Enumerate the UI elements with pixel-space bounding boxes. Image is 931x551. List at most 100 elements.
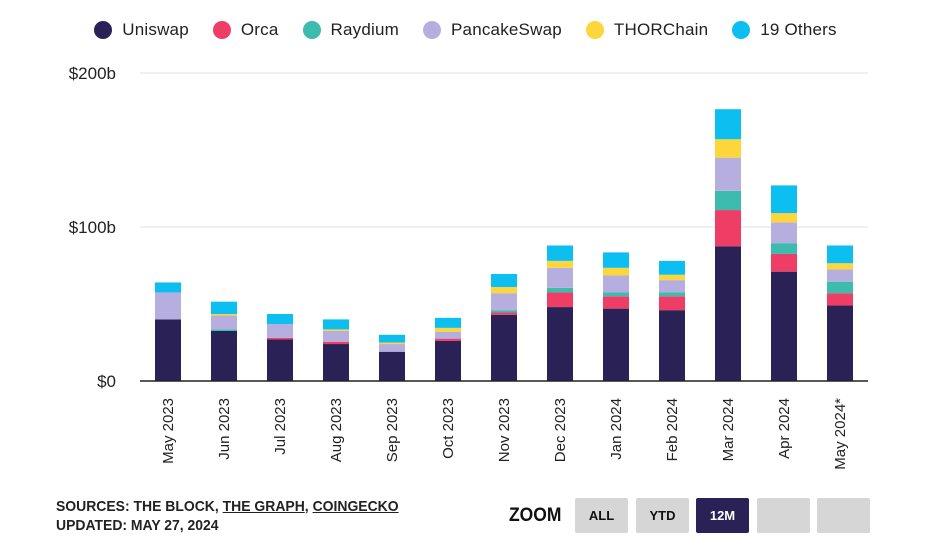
legend-label: Orca [240,20,279,39]
bar-segment-19-others[interactable] [211,301,237,315]
bar-segment-uniswap[interactable] [435,340,461,381]
sources-text: SOURCES: THE BLOCK, [56,498,223,515]
bar-segment-uniswap[interactable] [547,307,573,381]
bar-segment-pancakeswap[interactable] [211,315,237,330]
bar-segment-thorchain[interactable] [603,267,629,276]
legend-label: Uniswap [122,20,189,39]
bar-segment-raydium[interactable] [659,292,685,297]
bar-segment-pancakeswap[interactable] [547,267,573,288]
bar-segment-19-others[interactable] [771,185,797,214]
bar-segment-thorchain[interactable] [547,260,573,268]
bar-segment-19-others[interactable] [603,252,629,268]
bar-segment-19-others[interactable] [547,245,573,261]
bar-segment-orca[interactable] [715,210,741,247]
legend-label: PancakeSwap [451,20,562,39]
x-tick-label: Sep 2023 [384,398,401,462]
bar-segment-orca[interactable] [827,293,853,306]
bar-segment-raydium[interactable] [491,310,517,313]
bar-segment-orca[interactable] [603,296,629,309]
bar-segment-orca[interactable] [435,338,461,341]
x-tick-label: Jun 2023 [216,398,233,460]
coingecko-link[interactable]: COINGECKO [312,498,399,515]
bar-segment-raydium[interactable] [771,243,797,254]
bar-segment-19-others[interactable] [659,260,685,275]
x-tick-label: Feb 2024 [664,398,681,461]
bar-segment-orca[interactable] [491,312,517,315]
bar-segment-pancakeswap[interactable] [435,331,461,339]
bar-segment-orca[interactable] [547,292,573,308]
zoom-12m-button[interactable]: 12M [696,498,749,533]
bar-segment-raydium[interactable] [827,281,853,294]
bar-segment-pancakeswap[interactable] [379,344,405,352]
bar-segment-uniswap[interactable] [827,305,853,381]
bar-segment-19-others[interactable] [267,314,293,325]
bar-segment-pancakeswap[interactable] [491,293,517,311]
legend-item-19-others[interactable]: 19 Others [732,20,837,40]
bar-segment-uniswap[interactable] [771,271,797,381]
x-tick-label: Dec 2023 [552,398,569,462]
the-graph-link[interactable]: THE GRAPH [222,498,305,515]
bar-segment-thorchain[interactable] [827,263,853,270]
bar-segment-uniswap[interactable] [603,308,629,381]
bar-segment-pancakeswap[interactable] [715,157,741,191]
bar-segment-orca[interactable] [323,341,349,345]
updated-date: UPDATED: MAY 27, 2024 [56,517,219,534]
x-tick-label: Oct 2023 [440,398,457,459]
y-tick-label: $0 [97,372,116,391]
zoom-blank-button-2[interactable] [817,498,870,533]
bar-segment-19-others[interactable] [379,334,405,343]
bar-segment-thorchain[interactable] [715,139,741,158]
bar-segment-thorchain[interactable] [323,329,349,331]
bar-segment-uniswap[interactable] [491,314,517,381]
bar-segment-uniswap[interactable] [715,246,741,381]
bar-segment-uniswap[interactable] [267,339,293,381]
bar-segment-pancakeswap[interactable] [827,269,853,282]
bar-segment-pancakeswap[interactable] [659,280,685,293]
bar-segment-pancakeswap[interactable] [155,292,181,320]
bar-segment-thorchain[interactable] [211,314,237,316]
bar-segment-uniswap[interactable] [659,310,685,381]
bar-segment-19-others[interactable] [715,109,741,140]
legend-item-uniswap[interactable]: Uniswap [94,20,189,40]
bar-segment-uniswap[interactable] [211,330,237,381]
bar-segment-pancakeswap[interactable] [603,275,629,293]
bar-segment-19-others[interactable] [155,282,181,293]
bar-segment-19-others[interactable] [323,319,349,330]
bar-segment-raydium[interactable] [547,287,573,293]
sources-separator: , [304,498,313,515]
zoom-blank-button-1[interactable] [757,498,810,533]
bar-segment-uniswap[interactable] [155,319,181,381]
zoom-all-button[interactable]: ALL [575,498,628,533]
legend-item-thorchain[interactable]: THORChain [585,20,708,40]
bar-segment-thorchain[interactable] [379,342,405,345]
bar-segment-thorchain[interactable] [771,213,797,223]
bar-segment-thorchain[interactable] [435,327,461,332]
bar-segment-uniswap[interactable] [379,351,405,381]
bar-segment-raydium[interactable] [715,190,741,211]
bar-segment-orca[interactable] [267,337,293,340]
bar-segment-thorchain[interactable] [659,274,685,281]
bar-segment-pancakeswap[interactable] [267,324,293,338]
y-tick-label: $100b [69,218,116,237]
bar-segment-19-others[interactable] [435,317,461,328]
bar-segment-thorchain[interactable] [491,287,517,294]
bar-segment-orca[interactable] [659,296,685,311]
bar-segment-pancakeswap[interactable] [771,222,797,244]
bar-segment-raydium[interactable] [211,329,237,331]
bar-segment-pancakeswap[interactable] [323,330,349,342]
legend-swatch [732,21,751,39]
legend-item-pancakeswap[interactable]: PancakeSwap [423,20,562,40]
bar-segment-19-others[interactable] [827,245,853,264]
legend-swatch [423,21,441,39]
bar-segment-orca[interactable] [771,253,797,272]
legend-item-raydium[interactable]: Raydium [302,20,399,40]
zoom-ytd-button[interactable]: YTD [636,498,689,533]
x-tick-label: Jul 2023 [272,398,289,455]
bar-segment-19-others[interactable] [491,273,517,288]
bar-segment-raydium[interactable] [603,292,629,297]
y-tick-label: $200b [69,64,116,83]
legend-item-orca[interactable]: Orca [212,20,279,40]
bar-segment-uniswap[interactable] [323,344,349,381]
x-tick-label: Mar 2024 [720,398,737,461]
